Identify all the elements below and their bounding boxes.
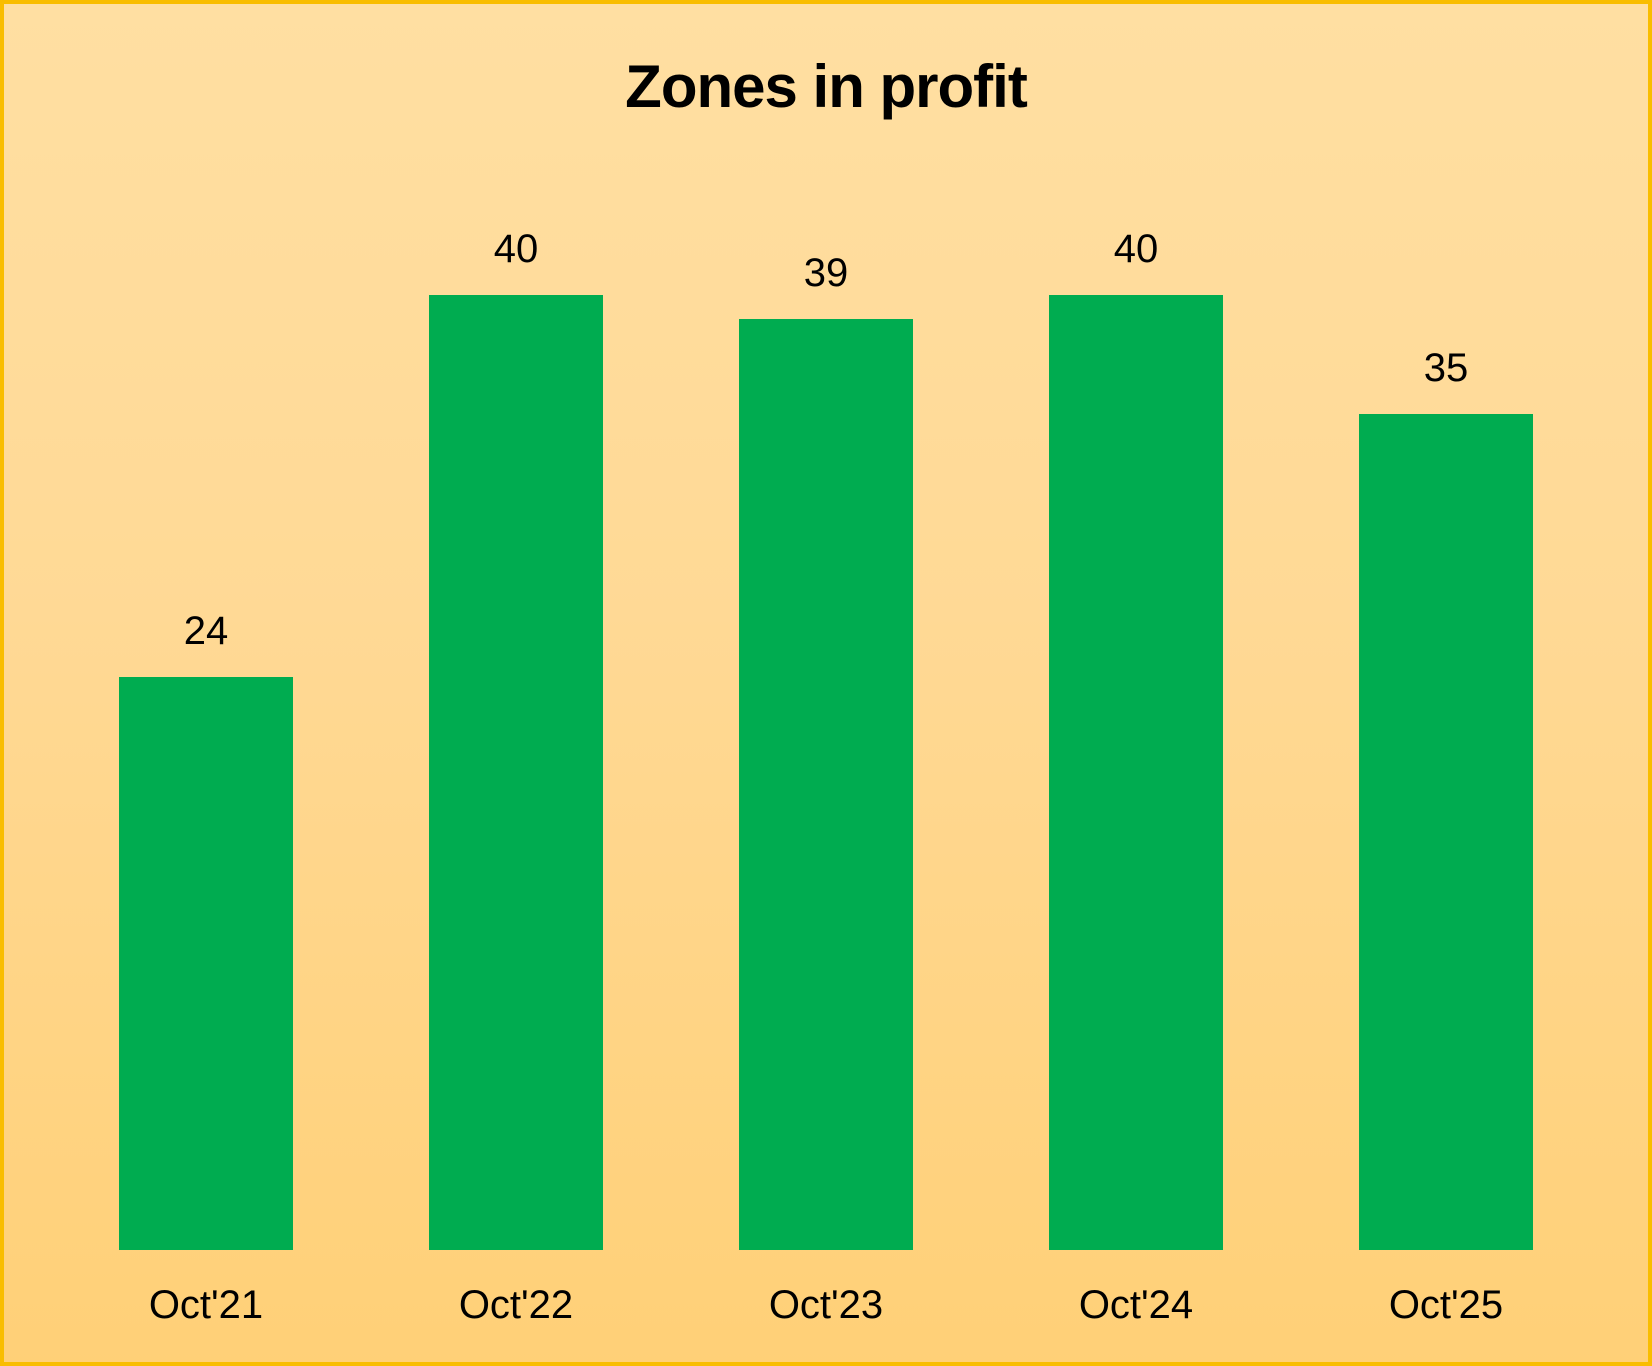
bar-value-label: 35 <box>1423 346 1469 390</box>
bar-oct25 <box>1359 414 1533 1250</box>
x-axis-category-label: Oct'22 <box>458 1283 574 1327</box>
bar-column: 24 Oct'21 <box>51 4 361 1332</box>
bar-column: 39 Oct'23 <box>671 4 981 1332</box>
chart-title: Zones in profit <box>625 53 1028 120</box>
bar-oct24 <box>1049 295 1223 1250</box>
bar-oct22 <box>429 295 603 1250</box>
bar-value-label: 39 <box>803 251 849 295</box>
bar-oct23 <box>739 319 913 1250</box>
bar-column: 40 Oct'22 <box>361 4 671 1332</box>
bar-column: 40 Oct'24 <box>981 4 1291 1332</box>
bar-value-label: 24 <box>183 609 229 653</box>
bar-oct21 <box>119 677 293 1250</box>
x-axis-category-label: Oct'23 <box>768 1283 884 1327</box>
x-axis-category-label: Oct'25 <box>1388 1283 1504 1327</box>
bar-value-label: 40 <box>493 227 539 271</box>
plot-area: 24 Oct'21 40 Oct'22 39 Oct'23 40 Oct'24 … <box>51 4 1601 1332</box>
bar-column: 35 Oct'25 <box>1291 4 1601 1332</box>
bar-value-label: 40 <box>1113 227 1159 271</box>
x-axis-category-label: Oct'21 <box>148 1283 264 1327</box>
x-axis-category-label: Oct'24 <box>1078 1283 1194 1327</box>
